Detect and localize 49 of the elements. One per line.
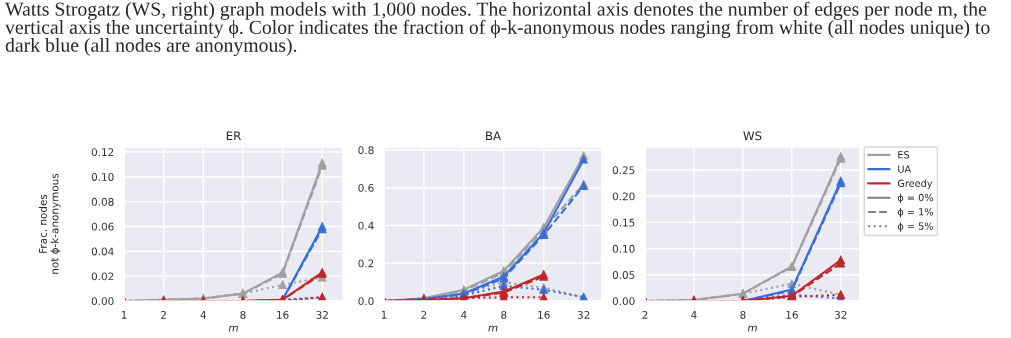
y-tick-label: 0.10 [91, 173, 114, 181]
x-axis-title: m [488, 325, 498, 332]
legend-label: ϕ = 5% [897, 222, 933, 232]
x-axis-title: m [228, 325, 238, 332]
y-tick-label: 0.20 [612, 192, 635, 201]
x-tick-label: 32 [577, 310, 590, 319]
y-tick-label: 0.00 [91, 297, 114, 306]
x-tick-label: 2 [421, 310, 427, 319]
y-tick-label: 0.4 [358, 221, 374, 230]
y-tick-label: 0.02 [91, 272, 114, 281]
y-tick-label: 0.8 [358, 146, 374, 155]
x-tick-label: 8 [501, 310, 507, 319]
chart-title: BA [486, 131, 501, 141]
x-tick-label: 2 [161, 310, 166, 319]
x-tick-label: 8 [740, 310, 746, 319]
legend-label: UA [898, 165, 912, 173]
y-tick-label: 0.0 [358, 297, 374, 306]
x-tick-label: 1 [381, 311, 387, 319]
y-tick-label: 0.04 [91, 247, 114, 256]
y-tick-label: 0.06 [91, 222, 114, 231]
x-tick-label: 16 [277, 310, 289, 319]
chart-title: WS [743, 131, 762, 141]
y-tick-label: 0.2 [358, 259, 374, 268]
legend-label: ϕ = 0% [897, 193, 933, 204]
y-tick-label: 0.10 [612, 244, 635, 253]
x-tick-label: 32 [316, 310, 328, 319]
x-axis-title: m [747, 325, 757, 332]
y-tick-label: 0.05 [612, 271, 635, 279]
x-tick-label: 4 [200, 311, 207, 319]
y-tick-label: 0.15 [612, 218, 635, 227]
y-tick-label: 0.25 [612, 166, 635, 175]
x-tick-label: 8 [240, 310, 246, 319]
x-tick-label: 2 [642, 310, 648, 319]
x-tick-label: 16 [786, 310, 798, 319]
text: Watts Strogatz (WS, right) graph models with 1,000 nodes. The horizontal axis denotes the number of edges per node m, the vertical axis the uncertainty ϕ. Color indicates the fraction of ϕ-k-anonymous nodes ranging from white (all nodes unique) to dark blue (all nodes are anonymous). [5, 1, 990, 56]
y-axis-title: Frac. nodes not ϕ-k-anonymous [38, 173, 61, 274]
legend-label: ES [898, 151, 910, 159]
y-tick-label: 0.6 [358, 183, 374, 192]
x-tick-label: 4 [461, 311, 467, 319]
legend-label: Greedy [897, 179, 933, 189]
x-tick-label: 32 [834, 310, 847, 319]
x-tick-label: 1 [121, 311, 127, 319]
y-tick-label: 0.00 [612, 297, 635, 306]
legend-label: ϕ = 1% [897, 207, 933, 218]
x-tick-label: 4 [691, 311, 697, 319]
chart-title: ER [226, 131, 241, 141]
x-tick-label: 16 [538, 310, 550, 319]
y-tick-label: 0.12 [91, 148, 114, 157]
y-tick-label: 0.08 [91, 197, 114, 206]
